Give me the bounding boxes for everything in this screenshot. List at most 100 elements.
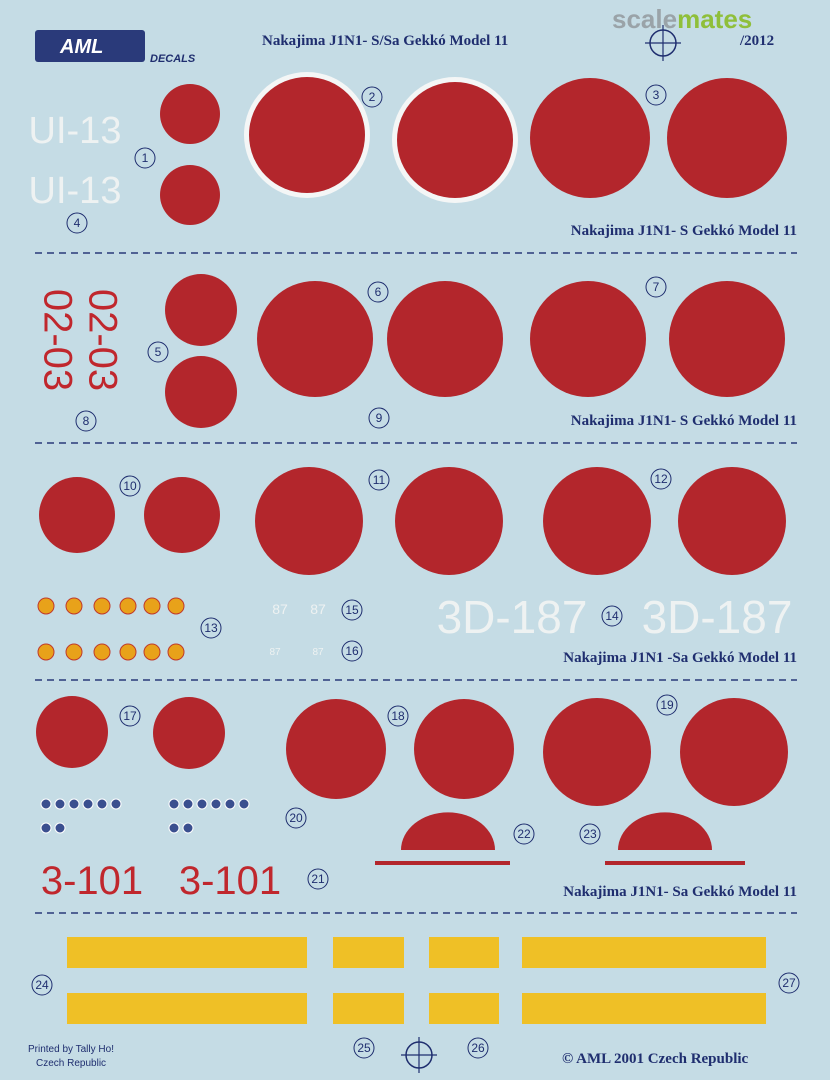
number-ring — [645, 84, 667, 106]
logo: AML — [59, 36, 103, 58]
marking-text: 02-03 — [80, 289, 124, 391]
section-title: Nakajima J1N1 -Sa Gekkó Model 11 — [563, 650, 797, 666]
number-ring — [341, 599, 363, 621]
number-ring — [341, 640, 363, 662]
id-band — [522, 937, 766, 968]
kill-flower — [93, 643, 111, 661]
section-title: Nakajima J1N1- S Gekkó Model 11 — [571, 413, 797, 429]
decal-number: 5 — [155, 345, 162, 359]
roundel — [160, 165, 220, 225]
kill-star — [110, 798, 122, 810]
marking-text: 87 — [310, 601, 326, 617]
kill-star — [182, 798, 194, 810]
tail-dome — [618, 812, 712, 850]
kill-star — [238, 798, 250, 810]
marking-text: UI-13 — [29, 110, 122, 152]
kill-star — [68, 798, 80, 810]
kill-flower — [119, 643, 137, 661]
roundel — [543, 698, 651, 806]
decal-number: 16 — [345, 644, 359, 658]
kill-flower — [37, 643, 55, 661]
number-ring — [147, 341, 169, 363]
kill-flower — [93, 597, 111, 615]
kill-star — [168, 822, 180, 834]
number-ring — [353, 1037, 375, 1059]
number-ring — [387, 705, 409, 727]
number-ring — [778, 972, 800, 994]
roundel — [286, 699, 386, 799]
decal-number: 6 — [375, 285, 382, 299]
kill-flower — [119, 597, 137, 615]
roundel — [249, 77, 365, 193]
decal-number: 7 — [653, 280, 660, 294]
kill-flower — [37, 597, 55, 615]
copyright: © AML 2001 Czech Republic — [562, 1051, 749, 1067]
id-band — [67, 993, 307, 1024]
decal-number: 13 — [204, 621, 218, 635]
kill-star — [40, 798, 52, 810]
roundel — [397, 82, 513, 198]
decal-number: 22 — [517, 827, 531, 841]
number-ring — [368, 469, 390, 491]
decal-number: 14 — [605, 609, 619, 623]
roundel — [543, 467, 651, 575]
decal-number: 26 — [471, 1041, 485, 1055]
marking-text: 02-03 — [35, 289, 79, 391]
roundel — [530, 281, 646, 397]
number-ring — [650, 468, 672, 490]
roundel — [530, 78, 650, 198]
id-band — [333, 937, 404, 968]
decal-number: 8 — [83, 414, 90, 428]
roundel — [387, 281, 503, 397]
roundel — [160, 84, 220, 144]
roundel — [669, 281, 785, 397]
marking-text: 3D-187 — [437, 591, 588, 643]
register-cross — [645, 25, 681, 61]
roundel — [153, 697, 225, 769]
roundel — [36, 696, 108, 768]
decal-number: 23 — [583, 827, 597, 841]
number-ring — [645, 276, 667, 298]
kill-star — [196, 798, 208, 810]
roundel — [257, 281, 373, 397]
decal-number: 1 — [142, 151, 149, 165]
roundel — [165, 356, 237, 428]
number-ring — [200, 617, 222, 639]
number-ring — [119, 475, 141, 497]
kill-star — [182, 822, 194, 834]
marking-text: 87 — [312, 647, 324, 658]
id-band — [429, 937, 499, 968]
decal-number: 24 — [35, 978, 49, 992]
number-ring — [361, 86, 383, 108]
decal-number: 9 — [376, 411, 383, 425]
roundel — [678, 467, 786, 575]
kill-star — [82, 798, 94, 810]
section-title: Nakajima J1N1- S Gekkó Model 11 — [571, 223, 797, 239]
printer-country: Czech Republic — [36, 1058, 106, 1069]
number-ring — [467, 1037, 489, 1059]
decal-number: 17 — [123, 709, 137, 723]
section-title: Nakajima J1N1- Sa Gekkó Model 11 — [563, 884, 797, 900]
decal-number: 11 — [373, 473, 386, 487]
logo-box — [35, 30, 145, 62]
number-ring — [75, 410, 97, 432]
kill-star — [54, 798, 66, 810]
marking-text: 3-101 — [179, 859, 281, 903]
decal-number: 27 — [782, 976, 796, 990]
id-band — [429, 993, 499, 1024]
marking-text: 87 — [272, 601, 288, 617]
number-ring — [367, 281, 389, 303]
number-ring — [66, 212, 88, 234]
number-ring — [368, 407, 390, 429]
number-ring — [31, 974, 53, 996]
number-ring — [307, 868, 329, 890]
roundel — [680, 698, 788, 806]
tail-stripe — [375, 861, 510, 865]
number-ring — [119, 705, 141, 727]
marking-text: 3D-187 — [642, 591, 793, 643]
marking-text: 3-101 — [41, 859, 143, 903]
kill-star — [210, 798, 222, 810]
watermark-b: mates — [677, 4, 752, 34]
